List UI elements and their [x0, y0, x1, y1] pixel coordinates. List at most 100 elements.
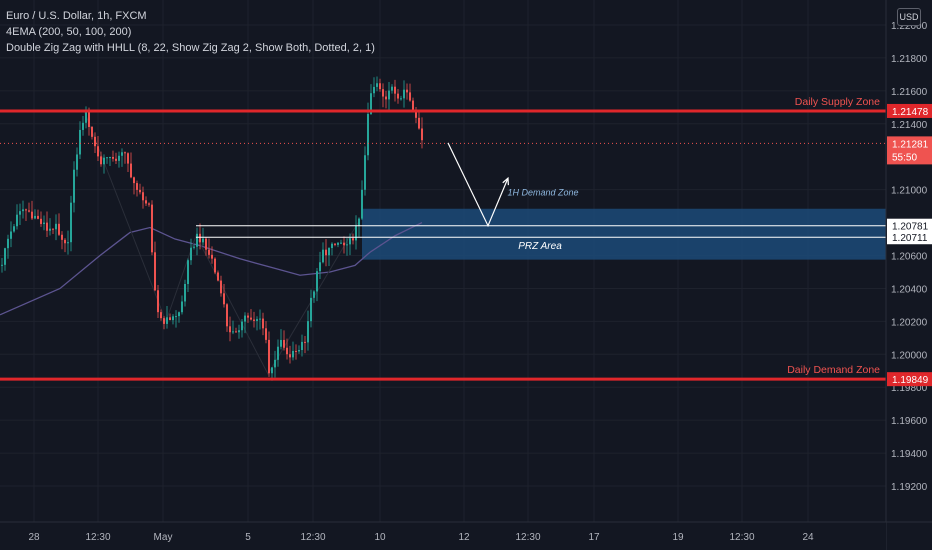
- current-price-value: 1.21281: [892, 139, 929, 150]
- candle-body: [367, 113, 369, 156]
- candle-body: [235, 331, 237, 333]
- time-tick-label: 28: [28, 532, 40, 543]
- demand-zone-box: [362, 208, 886, 260]
- candle: [82, 115, 84, 136]
- candle-layer: [1, 76, 423, 381]
- candle: [226, 303, 228, 332]
- candle-body: [286, 347, 288, 355]
- candle: [241, 319, 243, 338]
- candle: [223, 284, 225, 308]
- candle: [64, 238, 66, 253]
- candle: [172, 314, 174, 325]
- candle: [184, 279, 186, 307]
- candle-body: [91, 126, 93, 137]
- candle-body: [160, 312, 162, 319]
- candle: [373, 77, 375, 98]
- candle: [277, 339, 279, 367]
- candle-body: [37, 215, 39, 219]
- candle-body: [13, 226, 15, 232]
- candle: [400, 95, 402, 101]
- candle-body: [262, 318, 264, 329]
- candle: [256, 316, 258, 331]
- prz-upper-price-tag: [887, 218, 932, 233]
- candle-body: [124, 152, 126, 154]
- candle-body: [310, 297, 312, 322]
- projection-arrowhead: [502, 176, 509, 186]
- candle-body: [289, 354, 291, 358]
- candle-body: [193, 246, 195, 248]
- symbol-title[interactable]: Euro / U.S. Dollar, 1h, FXCM: [6, 10, 147, 22]
- candle: [190, 238, 192, 265]
- candle-body: [217, 272, 219, 281]
- candle: [130, 152, 132, 179]
- candle-body: [412, 100, 414, 111]
- candle-body: [28, 210, 30, 212]
- countdown-value: 55:50: [892, 152, 917, 163]
- prz-area-label: PRZ Area: [518, 241, 562, 252]
- candle-body: [1, 264, 3, 266]
- candle-body: [187, 260, 189, 284]
- candle: [19, 203, 21, 226]
- currency-button[interactable]: USD: [897, 8, 921, 26]
- prz-lower-price-value: 1.20711: [892, 233, 928, 244]
- price-axis[interactable]: 1.222001.220001.218001.216001.214001.210…: [885, 0, 932, 550]
- candle: [37, 209, 39, 220]
- candle-body: [418, 117, 420, 129]
- candle: [217, 270, 219, 282]
- zigzag-indicator-label[interactable]: Double Zig Zag with HHLL (8, 22, Show Zi…: [6, 42, 375, 54]
- candle: [265, 321, 267, 344]
- candle: [73, 161, 75, 213]
- candle-body: [49, 228, 51, 231]
- candle-body: [241, 321, 243, 331]
- candle-body: [94, 136, 96, 147]
- candle: [313, 290, 315, 303]
- candle: [49, 218, 51, 236]
- candle: [166, 306, 168, 329]
- ema-indicator-label[interactable]: 4EMA (200, 50, 100, 200): [6, 26, 132, 38]
- price-tick-label: 1.20600: [891, 252, 928, 263]
- candle: [232, 320, 234, 335]
- candle-body: [295, 350, 297, 352]
- candle-body: [409, 92, 411, 101]
- candle: [94, 132, 96, 154]
- zone-layer: [362, 208, 886, 260]
- price-tick-label: 1.19400: [891, 449, 928, 460]
- candle: [10, 221, 12, 248]
- candle-body: [40, 218, 42, 224]
- candle: [193, 244, 195, 250]
- candle: [325, 239, 327, 267]
- zone-labels: Daily Supply Zone Daily Demand Zone PRZ Ar…: [507, 96, 880, 376]
- candle-body: [247, 315, 249, 318]
- candle-body: [244, 315, 246, 322]
- candle: [304, 336, 306, 354]
- candle: [22, 200, 24, 219]
- candle-body: [202, 238, 204, 243]
- candle: [145, 196, 147, 207]
- candle-body: [22, 209, 24, 212]
- candle-body: [115, 158, 117, 161]
- candle: [106, 157, 108, 164]
- candle: [100, 151, 102, 167]
- candle-body: [223, 293, 225, 305]
- candle: [229, 316, 231, 342]
- candle-body: [388, 90, 390, 100]
- candle-body: [343, 242, 345, 246]
- time-axis[interactable]: 28 12:30 May 5 12:30 10 12 12:30 17 19 12:30 24: [0, 521, 932, 550]
- candle-body: [259, 318, 261, 320]
- candle: [1, 258, 3, 273]
- candle: [406, 83, 408, 100]
- candle: [55, 214, 57, 241]
- candle-body: [163, 318, 165, 324]
- candle: [385, 90, 387, 109]
- price-tick-label: 1.21600: [891, 87, 928, 98]
- candle-body: [148, 203, 150, 205]
- time-tick-label: 5: [245, 532, 251, 543]
- candle: [346, 238, 348, 256]
- candle-body: [55, 223, 57, 230]
- candle: [268, 331, 270, 377]
- ema-line: [0, 221, 423, 316]
- candle: [310, 289, 312, 328]
- candle: [16, 204, 18, 230]
